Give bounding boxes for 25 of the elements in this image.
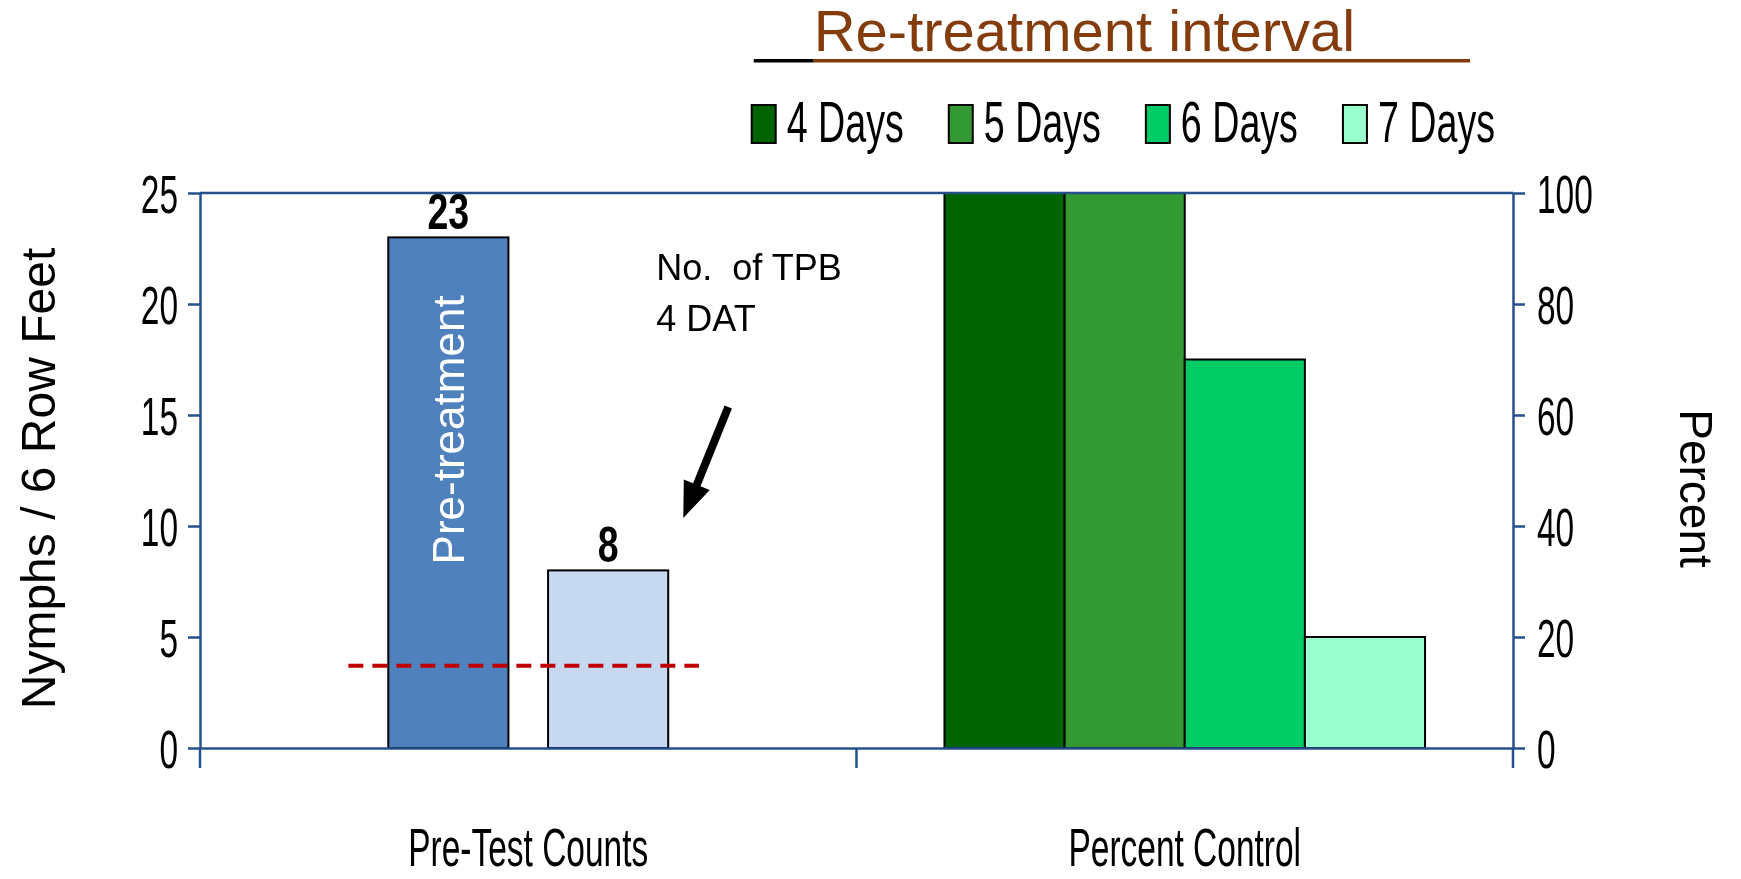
y-axis-title: Nymphs / 6 Row Feet [11, 247, 65, 710]
legend-title: Re-treatment interval [813, 0, 1356, 63]
y2-tick-label: 100 [1537, 163, 1593, 225]
y2-axis-title: Percent [1670, 409, 1722, 568]
y2-tick-label: 40 [1537, 496, 1575, 558]
y-tick-label: 10 [140, 496, 178, 558]
annotation: No. of TPB 4 DAT [656, 247, 842, 339]
data-label: 23 [427, 184, 470, 240]
series-label: Pre-treatment [423, 295, 473, 565]
y-tick-label: 25 [140, 163, 178, 225]
legend-label: 5 Days [983, 90, 1101, 154]
y2-tick-label: 60 [1537, 385, 1575, 447]
x-tick-label: Pre-Test Counts [408, 816, 649, 879]
y-tick-label: 15 [140, 385, 178, 447]
legend-label: 4 Days [786, 90, 904, 154]
legend-label: 7 Days [1377, 90, 1495, 154]
legend-label: 6 Days [1180, 90, 1298, 154]
x-tick-label: Percent Control [1068, 816, 1301, 879]
y-tick-label: 20 [140, 274, 178, 336]
data-label: 8 [597, 517, 619, 573]
y-tick-label: 5 [159, 607, 178, 669]
y2-tick-label: 0 [1537, 718, 1556, 780]
y2-tick-label: 80 [1537, 274, 1575, 336]
y2-tick-label: 20 [1537, 607, 1575, 669]
y-tick-label: 0 [159, 718, 178, 780]
